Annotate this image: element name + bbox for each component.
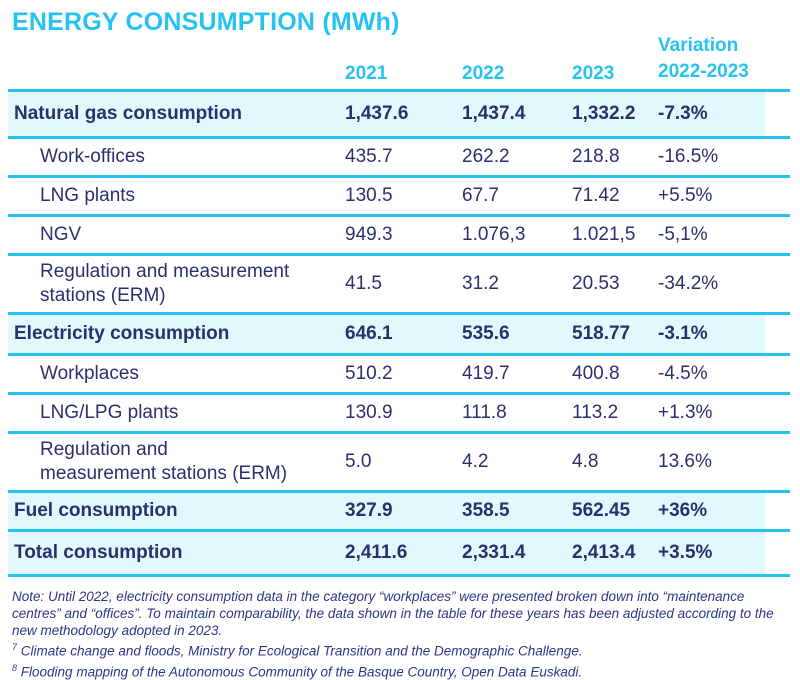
row-label: Workplaces (8, 362, 345, 386)
cell-2022: 358.5 (462, 500, 572, 522)
cell-2021: 435.7 (345, 146, 462, 168)
cell-2023: 562.45 (572, 500, 658, 522)
cell-2021: 41.5 (345, 273, 462, 295)
table-row-lng-plants: LNG plants 130.5 67.7 71.42 +5.5% (8, 178, 790, 217)
cell-2023: 1,332.2 (572, 103, 658, 125)
footnotes: Note: Until 2022, electricity consumptio… (8, 588, 786, 680)
cell-variation: +1.3% (658, 402, 790, 424)
cell-2022: 4.2 (462, 451, 572, 473)
row-label: Regulation and measurement stations (ERM… (8, 438, 345, 486)
footnote-8-text: Flooding mapping of the Autonomous Commu… (21, 664, 582, 679)
footnote-8: 8 Flooding mapping of the Autonomous Com… (12, 660, 786, 680)
table-row-electricity: Electricity consumption 646.1 535.6 518.… (8, 315, 790, 356)
cell-variation: -7.3% (658, 103, 790, 125)
cell-2023: 1.021,5 (572, 224, 658, 246)
cell-variation: +3.5% (658, 542, 790, 564)
col-header-2021: 2021 (345, 63, 462, 85)
table-row-ngv: NGV 949.3 1.076,3 1.021,5 -5,1% (8, 217, 790, 256)
cell-variation: 13.6% (658, 451, 790, 473)
table-row-total: Total consumption 2,411.6 2,331.4 2,413.… (8, 532, 790, 577)
cell-2021: 646.1 (345, 323, 462, 345)
cell-2021: 327.9 (345, 500, 462, 522)
footnote-8-marker: 8 (12, 663, 17, 673)
cell-variation: +5.5% (658, 185, 790, 207)
footnote-7-text: Climate change and floods, Ministry for … (21, 644, 583, 659)
table-row-lng-lpg-plants: LNG/LPG plants 130.9 111.8 113.2 +1.3% (8, 395, 790, 434)
cell-variation: -4.5% (658, 363, 790, 385)
cell-2023: 71.42 (572, 185, 658, 207)
row-label: LNG/LPG plants (8, 401, 345, 425)
table-row-natural-gas: Natural gas consumption 1,437.6 1,437.4 … (8, 92, 790, 139)
table-row-erm-gas: Regulation and measurement stations (ERM… (8, 256, 790, 315)
cell-2021: 5.0 (345, 451, 462, 473)
row-label: Regulation and measurement stations (ERM… (8, 260, 345, 308)
col-header-variation: Variation 2022-2023 (658, 33, 790, 85)
cell-2022: 67.7 (462, 185, 572, 207)
cell-2022: 419.7 (462, 363, 572, 385)
cell-2021: 130.5 (345, 185, 462, 207)
table-row-fuel: Fuel consumption 327.9 358.5 562.45 +36% (8, 493, 790, 532)
row-label: Work-offices (8, 145, 345, 169)
row-label: Fuel consumption (8, 499, 345, 523)
cell-2022: 2,331.4 (462, 542, 572, 564)
note-text: Note: Until 2022, electricity consumptio… (12, 588, 786, 639)
cell-2023: 518.77 (572, 323, 658, 345)
cell-2021: 949.3 (345, 224, 462, 246)
cell-2022: 31.2 (462, 273, 572, 295)
cell-2023: 113.2 (572, 402, 658, 424)
row-label: Natural gas consumption (8, 102, 345, 126)
cell-2023: 4.8 (572, 451, 658, 473)
cell-2023: 2,413.4 (572, 542, 658, 564)
footnote-7-marker: 7 (12, 642, 17, 652)
row-label: Electricity consumption (8, 322, 345, 346)
table-header: ENERGY CONSUMPTION (MWh) 2021 2022 2023 … (8, 0, 790, 92)
cell-2023: 218.8 (572, 146, 658, 168)
footnote-7: 7 Climate change and floods, Ministry fo… (12, 639, 786, 660)
column-headers: 2021 2022 2023 Variation 2022-2023 (8, 33, 790, 85)
cell-2022: 535.6 (462, 323, 572, 345)
col-header-2023: 2023 (572, 63, 658, 85)
energy-consumption-table: ENERGY CONSUMPTION (MWh) 2021 2022 2023 … (8, 0, 790, 680)
cell-variation: +36% (658, 500, 790, 522)
table-row-work-offices: Work-offices 435.7 262.2 218.8 -16.5% (8, 139, 790, 178)
col-header-2022: 2022 (462, 63, 572, 85)
cell-2021: 1,437.6 (345, 103, 462, 125)
cell-2022: 262.2 (462, 146, 572, 168)
cell-variation: -5,1% (658, 224, 790, 246)
cell-2021: 510.2 (345, 363, 462, 385)
table-row-workplaces: Workplaces 510.2 419.7 400.8 -4.5% (8, 356, 790, 395)
cell-variation: -34.2% (658, 273, 790, 295)
cell-2023: 400.8 (572, 363, 658, 385)
cell-2023: 20.53 (572, 273, 658, 295)
variation-label: Variation (658, 33, 790, 59)
cell-variation: -3.1% (658, 323, 790, 345)
variation-period: 2022-2023 (658, 59, 790, 85)
row-label: NGV (8, 223, 345, 247)
cell-2021: 130.9 (345, 402, 462, 424)
table-row-erm-electricity: Regulation and measurement stations (ERM… (8, 434, 790, 493)
row-label: LNG plants (8, 184, 345, 208)
cell-2022: 111.8 (462, 402, 572, 424)
cell-2022: 1.076,3 (462, 224, 572, 246)
cell-2022: 1,437.4 (462, 103, 572, 125)
cell-2021: 2,411.6 (345, 542, 462, 564)
cell-variation: -16.5% (658, 146, 790, 168)
row-label: Total consumption (8, 541, 345, 565)
